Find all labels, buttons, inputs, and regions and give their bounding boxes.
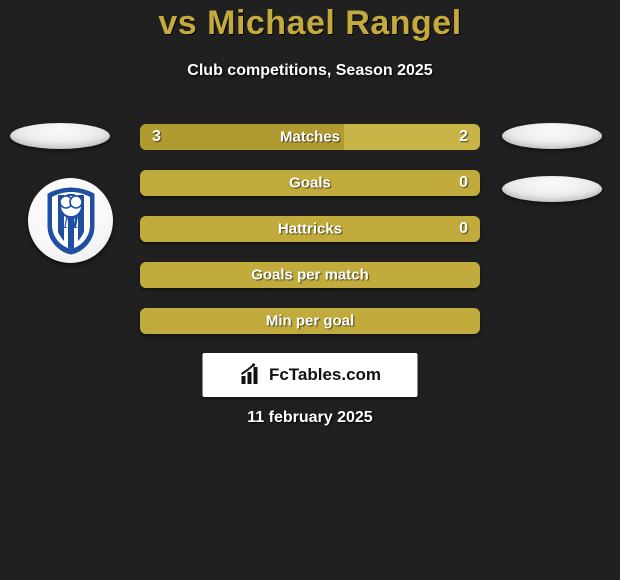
stat-bar-label: Goals [140,175,480,192]
stat-value-right: 2 [459,128,468,146]
stat-value-right: 0 [459,174,468,192]
stat-bar: Min per goal [140,308,480,334]
watermark-text: FcTables.com [269,365,381,385]
date-text: 11 february 2025 [0,409,620,427]
stat-bar-label: Hattricks [140,221,480,238]
player-pill-right [502,123,602,149]
stat-value-left: 3 [152,128,161,146]
club-crest-icon: M [44,186,98,256]
stat-bar: Hattricks0 [140,216,480,242]
stat-bar: Matches3 2 [140,124,480,150]
club-crest-left: M [28,178,113,263]
stat-bars: Matches32Goals0Hattricks0Goals per match… [140,124,480,354]
stat-bar-label: Matches [140,129,480,146]
stat-bar-label: Min per goal [140,313,480,330]
watermark-box: FcTables.com [203,353,418,397]
player-pill-left [10,123,110,149]
comparison-infographic: vs Michael Rangel Club competitions, Sea… [0,0,620,580]
bar-chart-icon [239,363,263,387]
svg-text:M: M [61,212,79,232]
stat-bar: Goals per match [140,262,480,288]
page-title: vs Michael Rangel [0,4,620,43]
stat-bar-label: Goals per match [140,267,480,284]
stat-bar: Goals0 [140,170,480,196]
club-pill-right [502,176,602,202]
stat-value-right: 0 [459,220,468,238]
page-subtitle: Club competitions, Season 2025 [0,62,620,80]
